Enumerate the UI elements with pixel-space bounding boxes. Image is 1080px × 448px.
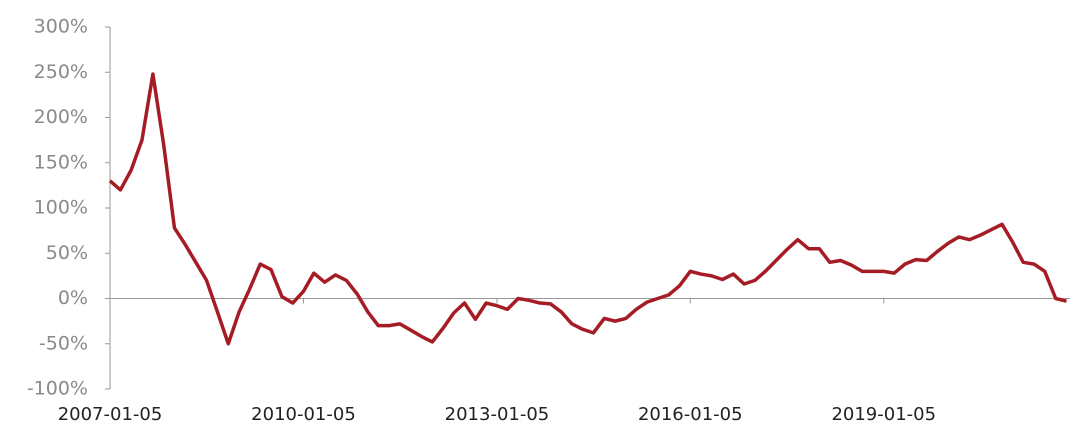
y-tick-label: 150% [34, 151, 88, 173]
x-tick-label: 2016-01-05 [638, 404, 743, 425]
y-tick-label: 0% [58, 287, 88, 309]
x-tick-label: 2010-01-05 [251, 404, 356, 425]
y-tick-label: 250% [34, 61, 88, 83]
y-tick-label: 100% [34, 197, 88, 219]
y-tick-label: -50% [39, 332, 88, 354]
x-tick-label: 2013-01-05 [445, 404, 550, 425]
x-tick-label: 2007-01-05 [58, 404, 163, 425]
y-tick-label: 50% [46, 242, 88, 264]
x-tick-label: 2019-01-05 [831, 404, 936, 425]
y-tick-label: 300% [34, 16, 88, 38]
y-tick-label: -100% [27, 378, 88, 400]
y-tick-label: 200% [34, 106, 88, 128]
data-line [108, 72, 1067, 346]
